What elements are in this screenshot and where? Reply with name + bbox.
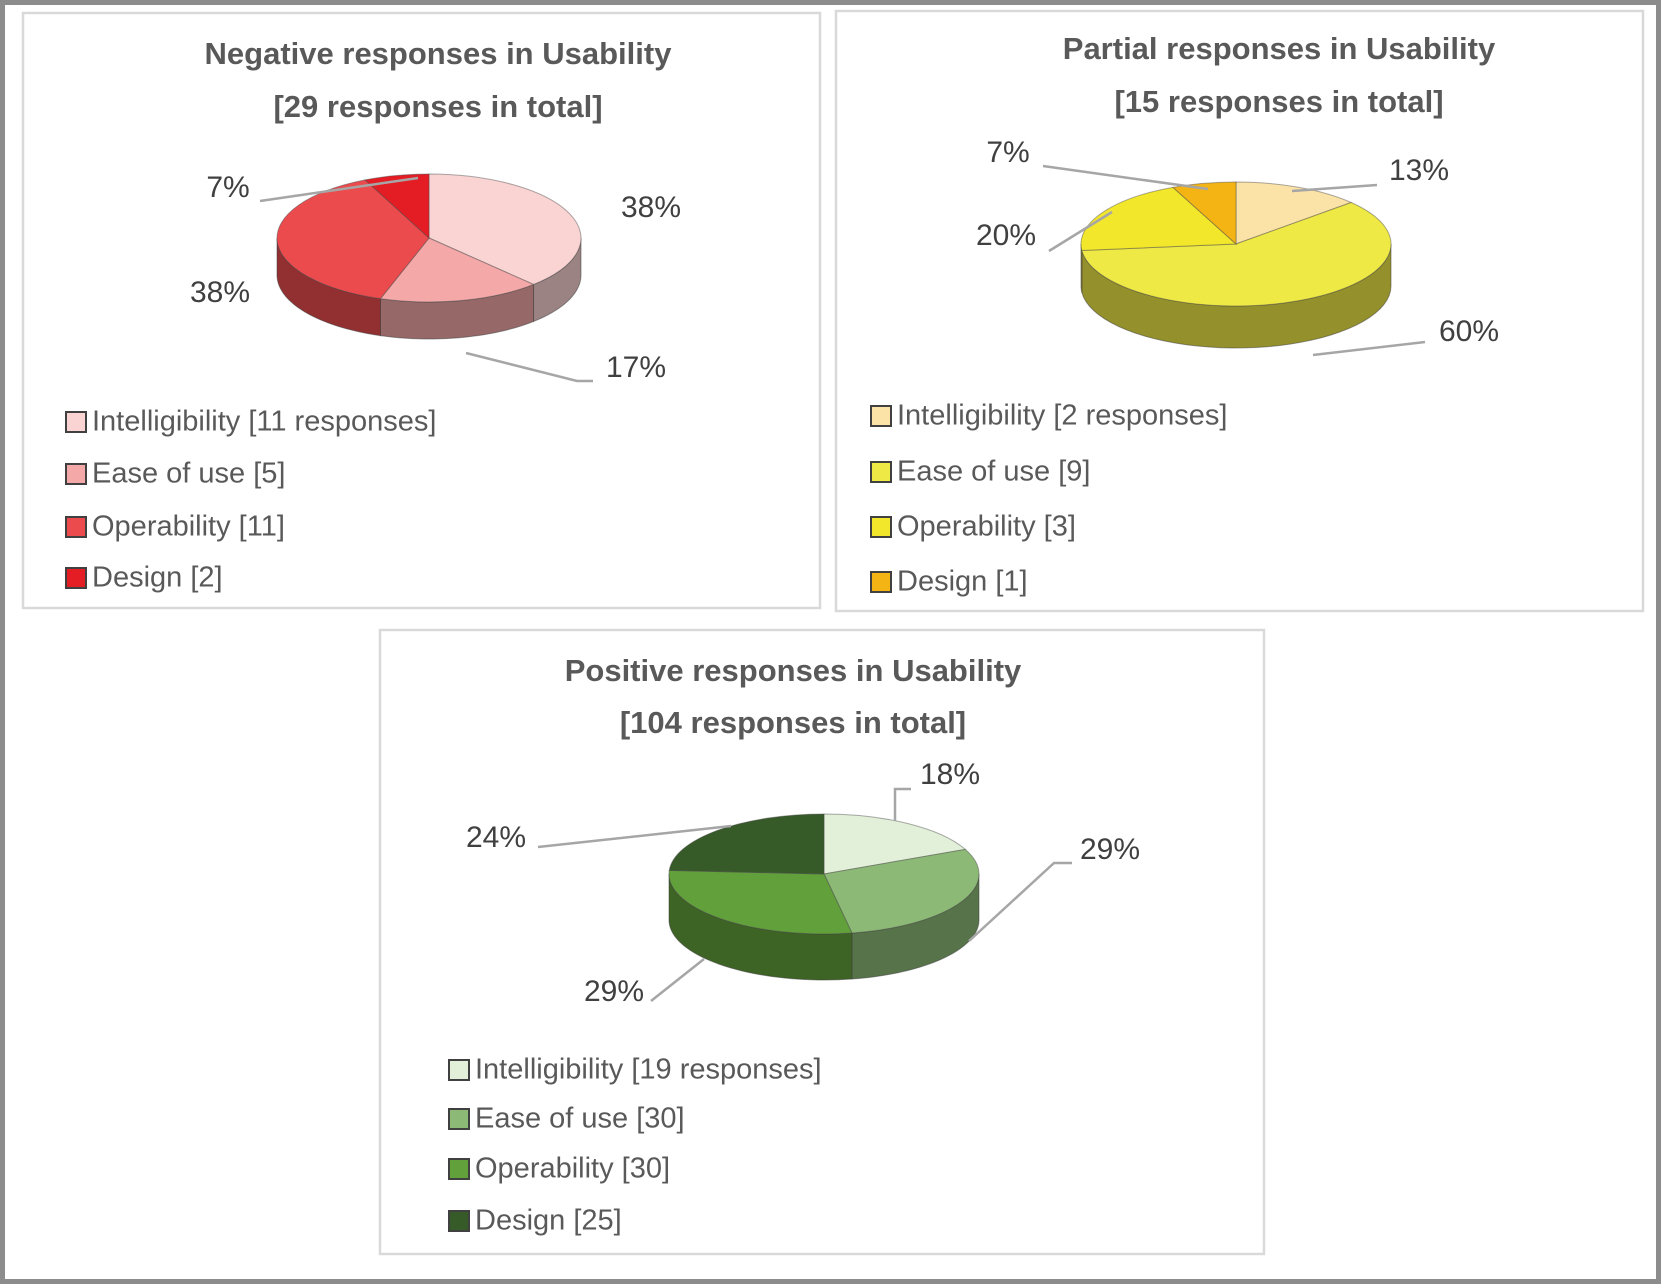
negative-legend-item: Operability [11] — [92, 511, 285, 543]
partial-legend-item: Ease of use [9] — [897, 456, 1090, 488]
negative-data-label: 17% — [606, 351, 666, 384]
partial-legend-item: Intelligibility [2 responses] — [897, 400, 1227, 432]
positive-legend-swatch — [448, 1158, 470, 1180]
negative-legend-swatch — [65, 463, 87, 485]
positive-slice-operability — [668, 869, 853, 935]
partial-slice-operability — [1080, 186, 1238, 251]
partial-legend-swatch — [870, 571, 892, 593]
partial-slice-intelligibility — [1235, 181, 1353, 245]
negative-leader-line — [465, 351, 593, 383]
partial-leader-line — [1048, 210, 1113, 253]
negative-chart-title-line1: Negative responses in Usability — [205, 36, 673, 71]
negative-legend-item: Ease of use [5] — [92, 458, 285, 490]
positive-slice-ease-of-use — [823, 848, 980, 934]
partial-legend-item: Operability [3] — [897, 511, 1076, 543]
positive-legend-item: Ease of use [30] — [475, 1103, 685, 1135]
negative-data-label: 38% — [190, 276, 250, 309]
partial-legend-swatch — [870, 405, 892, 427]
negative-data-label: 7% — [206, 171, 249, 204]
partial-data-label: 60% — [1439, 315, 1499, 348]
negative-slice-ease-of-use — [379, 237, 535, 303]
partial-leader-line — [1312, 340, 1426, 357]
partial-slice-design — [1171, 181, 1237, 246]
partial-legend-item: Design [1] — [897, 566, 1028, 598]
negative-slice-design — [364, 173, 430, 240]
partial-data-label: 20% — [976, 219, 1036, 252]
partial-leader-line — [1042, 164, 1209, 191]
positive-leader-line — [650, 958, 705, 1002]
partial-legend-swatch — [870, 461, 892, 483]
positive-leader-line — [537, 824, 732, 849]
partial-chart-title-line2: [15 responses in total] — [1114, 84, 1443, 119]
partial-leader-line — [1291, 183, 1378, 193]
positive-legend-swatch — [448, 1059, 470, 1081]
positive-chart-title-line1: Positive responses in Usability — [565, 653, 1022, 688]
positive-legend-swatch — [448, 1210, 470, 1232]
positive-legend-item: Intelligibility [19 responses] — [475, 1054, 822, 1086]
positive-leader-line — [893, 787, 911, 821]
partial-chart-title-line1: Partial responses in Usability — [1063, 31, 1496, 66]
negative-slice-intelligibility — [428, 173, 582, 286]
negative-legend-item: Intelligibility [11 responses] — [92, 406, 436, 438]
negative-data-label: 38% — [621, 191, 681, 224]
positive-data-label: 29% — [584, 975, 644, 1008]
negative-legend-swatch — [65, 516, 87, 538]
partial-data-label: 7% — [986, 136, 1029, 169]
positive-legend-item: Operability [30] — [475, 1153, 670, 1185]
positive-leader-line — [968, 861, 1072, 942]
positive-chart-title-line2: [104 responses in total] — [620, 705, 966, 740]
negative-leader-line — [259, 176, 419, 203]
positive-legend-swatch — [448, 1108, 470, 1130]
negative-legend-swatch — [65, 567, 87, 589]
positive-slice-intelligibility — [823, 813, 967, 875]
negative-legend-item: Design [2] — [92, 562, 223, 594]
positive-slice-design — [668, 813, 825, 875]
positive-data-label: 24% — [466, 821, 526, 854]
positive-data-label: 18% — [920, 758, 980, 791]
positive-legend-item: Design [25] — [475, 1205, 622, 1237]
negative-chart-title-line2: [29 responses in total] — [273, 89, 602, 124]
partial-legend-swatch — [870, 516, 892, 538]
positive-data-label: 29% — [1080, 833, 1140, 866]
partial-data-label: 13% — [1389, 154, 1449, 187]
negative-legend-swatch — [65, 411, 87, 433]
partial-slice-ease-of-use — [1081, 201, 1392, 307]
